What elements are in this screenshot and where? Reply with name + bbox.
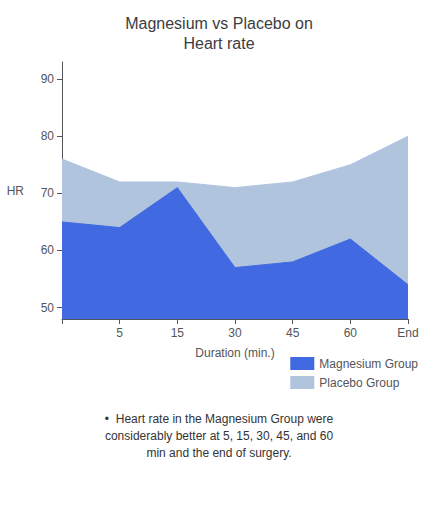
svg-text:Placebo Group: Placebo Group (319, 376, 399, 390)
svg-text:Duration (min.): Duration (min.) (195, 346, 274, 360)
svg-text:45: 45 (286, 326, 300, 340)
svg-text:considerably better at 5, 15,: considerably better at 5, 15, 30, 45, an… (105, 429, 333, 443)
svg-text:50: 50 (41, 301, 55, 315)
svg-text:60: 60 (41, 243, 55, 257)
svg-text:60: 60 (344, 326, 358, 340)
svg-text:90: 90 (41, 72, 55, 86)
svg-text:End: End (397, 326, 418, 340)
svg-text:30: 30 (228, 326, 242, 340)
svg-text:Heart rate: Heart rate (183, 35, 254, 52)
svg-text:5: 5 (116, 326, 123, 340)
svg-text:min and the end of surgery.: min and the end of surgery. (146, 446, 291, 460)
svg-text:Magnesium vs Placebo on: Magnesium vs Placebo on (125, 15, 313, 32)
svg-text:HR: HR (7, 184, 25, 198)
svg-text:15: 15 (171, 326, 185, 340)
svg-text:70: 70 (41, 186, 55, 200)
svg-text:Magnesium Group: Magnesium Group (319, 357, 418, 371)
svg-text:80: 80 (41, 129, 55, 143)
svg-text:• Heart rate in the Magnesium: • Heart rate in the Magnesium Group were (105, 412, 334, 426)
